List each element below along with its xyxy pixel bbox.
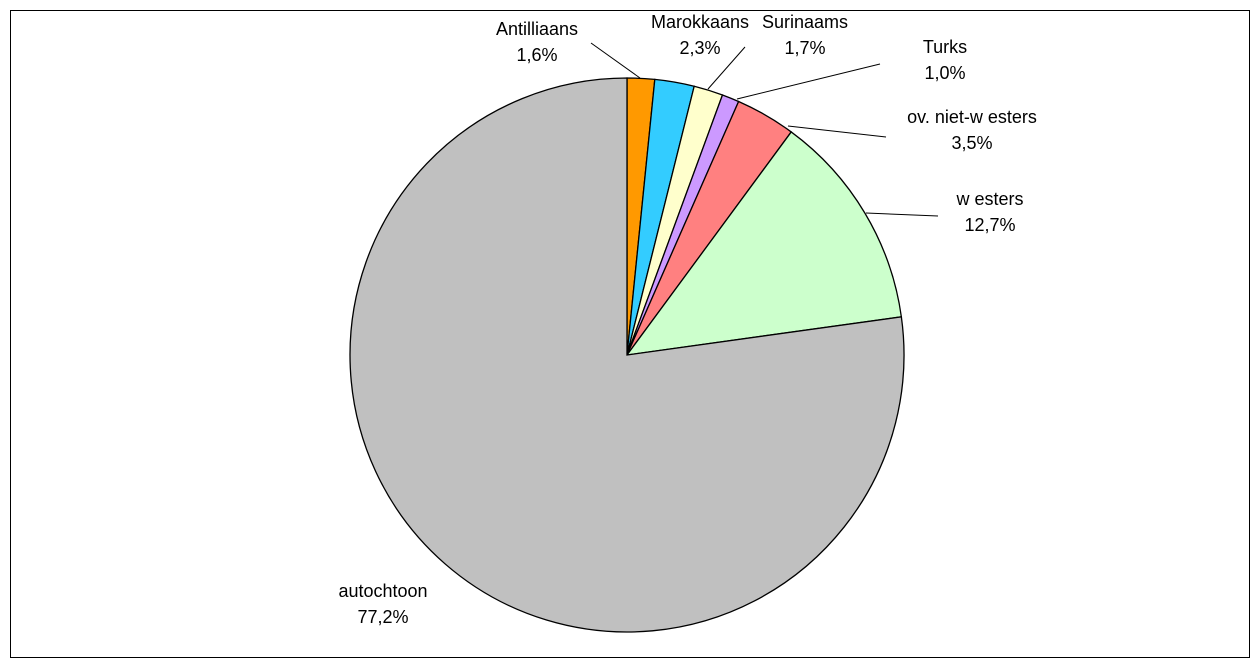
slice-value-label: 77,2%: [357, 607, 408, 627]
slice-value-label: 12,7%: [964, 215, 1015, 235]
leader-line: [787, 125, 887, 138]
slice-category-label: ov. niet-w esters: [907, 107, 1037, 127]
slice-value-label: 2,3%: [679, 38, 720, 58]
slice-labels: Antilliaans 1,6% Marokkaans 2,3% Surinaams 1,…: [338, 12, 1036, 627]
leader-line: [865, 212, 939, 217]
leader-line: [736, 63, 881, 100]
leader-lines: [590, 42, 939, 217]
slice-value-label: 3,5%: [951, 133, 992, 153]
slice-category-label: autochtoon: [338, 581, 427, 601]
slice-value-label: 1,7%: [784, 38, 825, 58]
slice-category-label: Turks: [923, 37, 967, 57]
slice-category-label: Antilliaans: [496, 19, 578, 39]
leader-line: [707, 46, 746, 90]
pie-slice-w-esters: [625, 131, 903, 356]
slice-value-label: 1,6%: [516, 45, 557, 65]
pie-slices: [349, 77, 905, 633]
slice-category-label: Marokkaans: [651, 12, 749, 32]
slice-value-label: 1,0%: [924, 63, 965, 83]
slice-category-label: Surinaams: [762, 12, 848, 32]
leader-line: [590, 42, 641, 79]
pie-slice-autochtoon: [349, 77, 905, 633]
slice-category-label: w esters: [955, 189, 1023, 209]
